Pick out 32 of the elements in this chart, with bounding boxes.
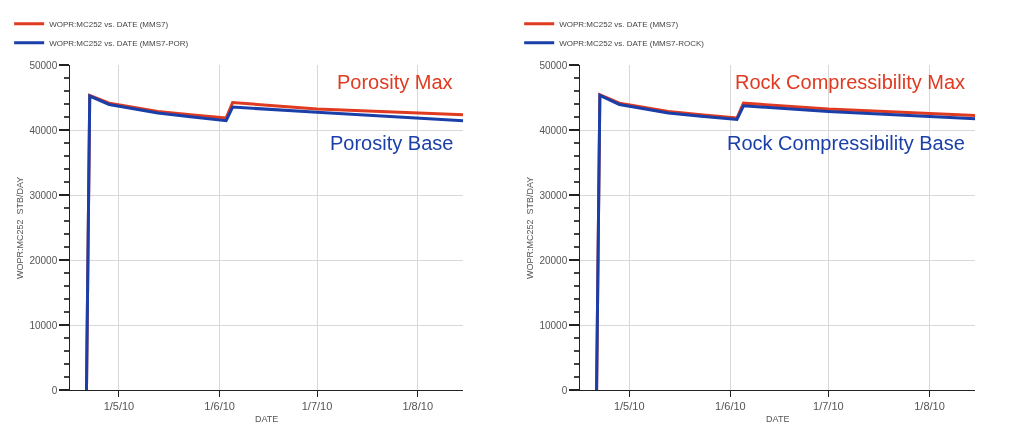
y-tick-label: 50000 (29, 59, 58, 71)
x-tick-label: 1/6/10 (715, 400, 746, 413)
y-tick-label: 40000 (539, 124, 568, 136)
y-tick-label: 0 (51, 384, 58, 396)
x-tick-label: 1/6/10 (204, 400, 235, 413)
y-axis-title: WOPR:MC252 STB/DAY (524, 176, 535, 280)
x-axis-title: DATE (766, 414, 790, 425)
y-tick-label: 30000 (539, 189, 568, 201)
y-tick-label: 0 (561, 384, 568, 396)
legend-label: WOPR:MC252 vs. DATE (MMS7-ROCK) (559, 38, 705, 48)
x-tick-label: 1/5/10 (103, 400, 135, 413)
annotation: Rock Compressibility Base (727, 132, 965, 154)
x-tick-label: 1/8/10 (402, 400, 434, 413)
x-tick-label: 1/5/10 (613, 400, 645, 413)
legend-label: WOPR:MC252 vs. DATE (MMS7) (559, 19, 679, 29)
x-tick-label: 1/7/10 (813, 400, 844, 413)
y-tick-label: 10000 (29, 319, 58, 331)
y-tick-label: 40000 (29, 124, 58, 136)
y-tick-label: 20000 (29, 254, 58, 266)
y-tick-label: 10000 (539, 319, 568, 331)
legend-label: WOPR:MC252 vs. DATE (MMS7) (49, 19, 169, 29)
annotation: Rock Compressibility Max (735, 71, 966, 93)
y-tick-label: 50000 (539, 59, 568, 71)
x-axis-title: DATE (255, 414, 279, 425)
annotation: Porosity Base (330, 132, 454, 154)
x-tick-label: 1/8/10 (914, 400, 945, 413)
y-tick-label: 20000 (539, 254, 568, 266)
y-axis-title: WOPR:MC252 STB/DAY (14, 176, 25, 280)
legend-label: WOPR:MC252 vs. DATE (MMS7-POR) (49, 38, 189, 48)
x-tick-label: 1/7/10 (301, 400, 333, 413)
annotation: Porosity Max (337, 71, 453, 93)
y-tick-label: 30000 (29, 189, 58, 201)
